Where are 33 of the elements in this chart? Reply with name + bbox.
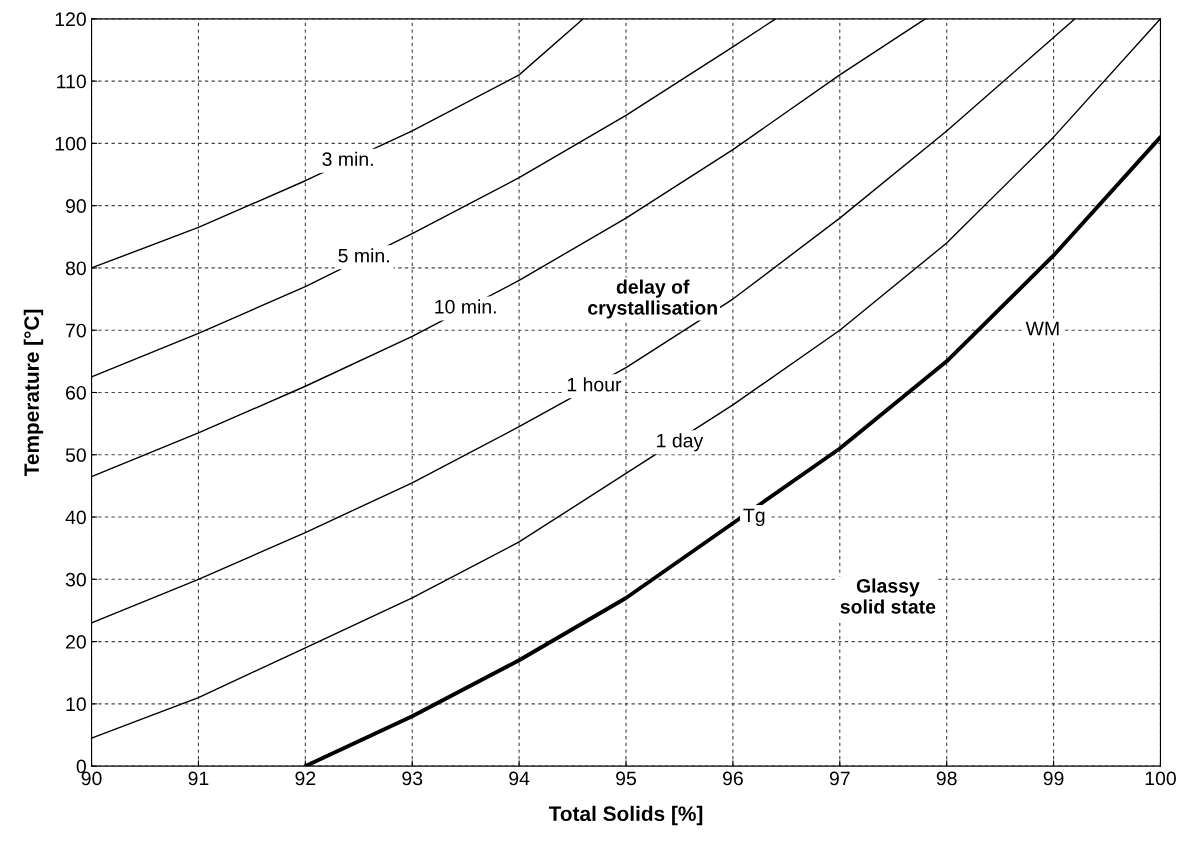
y-tick-label: 80	[65, 261, 86, 276]
y-tick-label: 70	[66, 323, 86, 338]
y-tick-label: 120	[55, 12, 86, 27]
x-tick-label: 91	[188, 771, 209, 786]
x-tick-label: 97	[829, 771, 850, 786]
x-tick-label: 93	[402, 771, 423, 786]
y-tick-label: 110	[57, 74, 86, 89]
y-tick-label: 100	[55, 136, 86, 151]
x-tick-label: 94	[509, 771, 530, 786]
x-tick-label: 92	[295, 771, 316, 786]
y-axis-title: Temperature [°C]	[23, 309, 44, 477]
x-tick-label: 96	[723, 771, 743, 786]
y-tick-label: 90	[65, 199, 86, 213]
annotation: 1 day	[657, 433, 704, 452]
x-tick-label: 98	[936, 771, 957, 786]
annotation: 3 min.	[322, 151, 373, 167]
annotation: 1 hour	[567, 377, 622, 392]
y-tick-label: 20	[66, 635, 86, 649]
y-tick-label: 50	[65, 448, 86, 462]
y-tick-label: 40	[65, 510, 86, 525]
annotation: 10 min.	[435, 299, 496, 314]
x-tick-label: 95	[616, 771, 637, 786]
y-tick-label: 60	[66, 385, 86, 400]
y-tick-label: 10	[66, 697, 86, 712]
y-tick-label: 30	[65, 572, 86, 587]
annotation: WM	[1025, 321, 1059, 336]
annotation: Tg	[743, 508, 765, 527]
x-tick-label: 99	[1043, 771, 1064, 786]
x-tick-label: 100	[1145, 771, 1176, 786]
x-axis-title: Total Solids [%]	[548, 805, 703, 826]
annotation: 5 min.	[338, 248, 389, 263]
annotation: delay of crystallisation	[588, 279, 717, 319]
annotation: Glassy solid state	[840, 578, 936, 614]
